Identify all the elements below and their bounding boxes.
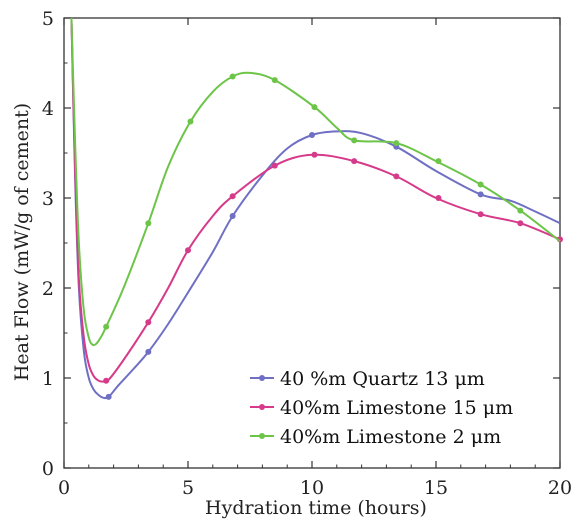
data-point bbox=[393, 173, 400, 180]
data-point bbox=[435, 195, 442, 201]
data-point bbox=[311, 151, 318, 158]
y-tick-label: 3 bbox=[42, 188, 54, 210]
legend-marker bbox=[259, 433, 265, 439]
data-point bbox=[311, 104, 318, 111]
legend-label: 40 %m Quartz 13 μm bbox=[280, 368, 485, 390]
data-point bbox=[103, 323, 110, 330]
ticks: 0 5 10 15 20 0 1 2 3 4 5 bbox=[42, 8, 572, 499]
y-tick-label: 4 bbox=[42, 98, 54, 120]
legend-entry: 40%m Limestone 2 μm bbox=[250, 426, 501, 448]
data-point bbox=[435, 158, 442, 165]
x-axis-title: Hydration time (hours) bbox=[205, 497, 427, 519]
y-axis-title: Heat Flow (mW/g of cement) bbox=[11, 103, 33, 381]
data-point bbox=[105, 393, 112, 400]
x-tick-label: 20 bbox=[548, 477, 572, 499]
data-point bbox=[351, 137, 358, 144]
data-point bbox=[477, 211, 484, 218]
data-point bbox=[393, 140, 400, 147]
x-tick-label: 0 bbox=[58, 477, 70, 499]
data-point bbox=[271, 77, 278, 84]
series-line bbox=[70, 17, 561, 400]
data-point bbox=[145, 319, 152, 326]
data-point bbox=[185, 247, 191, 254]
legend-marker bbox=[259, 375, 265, 381]
y-tick-label: 5 bbox=[42, 8, 54, 30]
data-point bbox=[187, 118, 194, 125]
data-point bbox=[517, 220, 524, 227]
x-tick-label: 5 bbox=[182, 477, 194, 499]
legend: 40 %m Quartz 13 μm 40%m Limestone 15 μm 40… bbox=[250, 368, 513, 448]
data-point bbox=[477, 181, 484, 188]
data-point bbox=[145, 220, 152, 227]
legend-entry: 40 %m Quartz 13 μm bbox=[250, 368, 485, 390]
x-tick-label: 10 bbox=[300, 477, 324, 499]
data-point bbox=[351, 158, 358, 165]
data-point bbox=[229, 73, 236, 80]
legend-label: 40%m Limestone 15 μm bbox=[280, 397, 513, 419]
series-line bbox=[70, 17, 561, 383]
series-1 bbox=[70, 17, 561, 400]
data-point bbox=[145, 348, 152, 355]
data-point bbox=[271, 162, 278, 169]
legend-marker bbox=[259, 404, 265, 410]
data-point bbox=[229, 213, 236, 219]
data-point bbox=[309, 132, 315, 138]
series-3 bbox=[70, 17, 561, 347]
x-tick-label: 15 bbox=[424, 477, 448, 499]
legend-entry: 40%m Limestone 15 μm bbox=[250, 397, 513, 419]
y-tick-label: 0 bbox=[42, 458, 54, 480]
data-point bbox=[517, 207, 524, 214]
y-tick-label: 1 bbox=[42, 368, 54, 390]
y-tick-label: 2 bbox=[42, 278, 54, 300]
series-layer bbox=[70, 17, 563, 400]
data-point bbox=[229, 193, 236, 200]
data-point bbox=[103, 377, 110, 384]
legend-label: 40%m Limestone 2 μm bbox=[280, 426, 501, 448]
series-line bbox=[70, 17, 561, 347]
series-2 bbox=[70, 17, 563, 384]
data-point bbox=[477, 191, 484, 198]
